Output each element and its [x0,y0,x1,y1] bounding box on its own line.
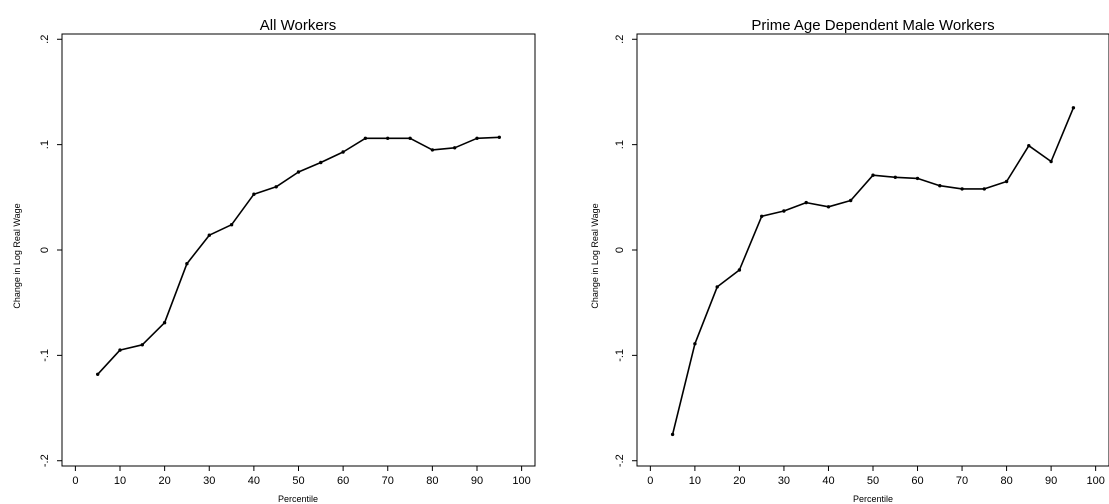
data-point [475,136,479,140]
x-tick-label: 70 [382,475,394,487]
data-point [960,187,964,191]
x-tick-label: 0 [647,475,653,487]
y-tick-label: .1 [39,140,51,149]
x-tick-label: 60 [911,475,923,487]
series-layer [670,106,1076,437]
data-point [915,176,920,181]
series-line [671,107,1075,435]
data-point [693,342,697,346]
y-axis-label: Change in Log Real Wage [12,203,22,308]
y-tick-label: .1 [614,140,626,149]
y-tick-label: -.1 [39,349,51,362]
data-point [893,175,897,179]
y-tick-label: .2 [614,35,626,44]
x-tick-label: 90 [471,475,483,487]
x-tick-label: 100 [512,475,530,487]
data-point [497,135,501,139]
plot-area-frame [61,33,536,467]
x-tick-label: 10 [114,475,126,487]
data-point [341,150,345,154]
data-point [782,209,786,213]
x-tick-label: 20 [159,475,171,487]
x-tick-label: 30 [778,475,790,487]
data-point [118,348,122,352]
x-tick-label: 50 [292,475,304,487]
x-tick-label: 30 [203,475,215,487]
data-point [871,173,875,177]
y-tick-label: -.2 [39,454,51,467]
x-tick-label: 40 [822,475,834,487]
data-point [715,285,719,289]
chart-title: All Workers [260,17,336,34]
data-point [453,146,457,150]
chart-panel-prime-age-dependent-male-workers: Prime Age Dependent Male Workers Change … [590,17,1109,504]
chart-title: Prime Age Dependent Male Workers [751,17,994,34]
data-point [1004,179,1009,184]
x-tick-label: 40 [248,475,260,487]
data-point [96,372,100,376]
data-point [938,184,942,188]
y-axis-label: Change in Log Real Wage [590,203,600,308]
data-point [229,223,234,227]
y-tick-label: 0 [39,247,51,253]
data-point [1027,144,1031,148]
x-tick-label: 20 [733,475,745,487]
data-point [1049,159,1053,164]
data-point [408,136,412,140]
data-point [982,187,986,191]
x-tick-label: 70 [956,475,968,487]
series-layer [96,135,501,376]
plot-area-frame [636,33,1109,467]
y-tick-label: -.1 [614,349,626,362]
data-point [804,200,808,205]
data-point [430,148,435,152]
data-point [1071,106,1076,110]
y-tick-label: -.2 [614,454,626,467]
x-tick-label: 60 [337,475,349,487]
x-tick-label: 0 [72,475,78,487]
data-point [849,198,853,203]
axes: 0 10 20 30 40 50 60 70 80 90 100 -.2 -.1 0 .1 .2 [614,35,1105,487]
x-tick-label: 50 [867,475,879,487]
axes: 0 10 20 30 40 50 60 70 80 90 100 -.2 -.1 0 .1 .2 [39,35,531,487]
data-point [274,185,278,189]
x-tick-label: 10 [689,475,701,487]
y-tick-label: .2 [39,35,51,44]
data-point [760,214,764,218]
chart-panel-all-workers: All Workers Change in Log Real Wage Perc… [12,17,536,504]
data-point [162,321,167,325]
data-point [207,233,211,237]
x-axis-label: Percentile [278,494,318,504]
x-tick-label: 80 [426,475,438,487]
x-tick-label: 80 [1000,475,1012,487]
data-point [737,268,742,272]
data-point [319,160,323,165]
y-tick-label: 0 [614,247,626,253]
data-point [185,262,189,266]
data-point [296,170,301,174]
x-tick-label: 90 [1045,475,1057,487]
data-point [252,192,256,196]
data-point [386,136,390,140]
data-point [363,136,368,140]
data-point [670,432,675,437]
data-point [826,205,831,209]
x-axis-label: Percentile [853,494,893,504]
data-point [140,343,144,347]
x-tick-label: 100 [1086,475,1104,487]
